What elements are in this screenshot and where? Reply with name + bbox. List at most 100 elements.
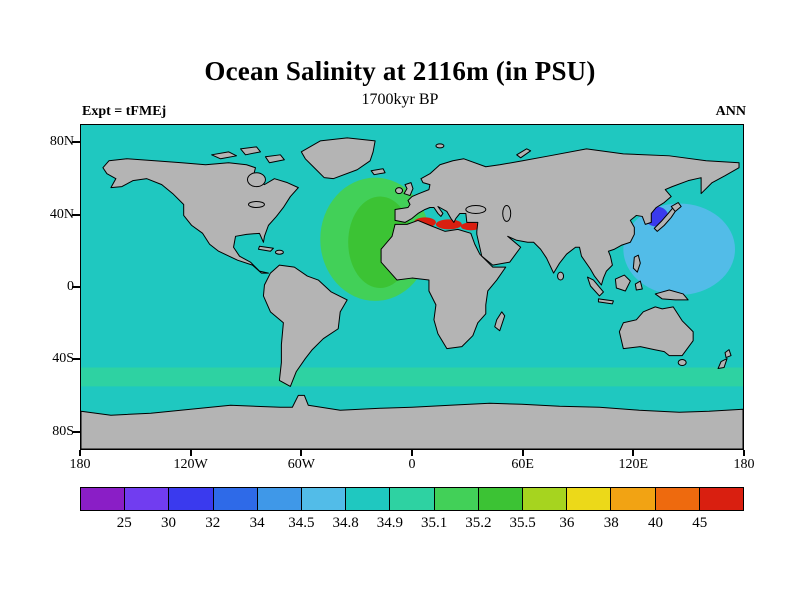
page-title: Ocean Salinity at 2116m (in PSU) xyxy=(204,56,596,86)
x-tick-label: 60E xyxy=(511,457,534,472)
map-plot-area xyxy=(80,124,744,450)
x-tick-mark xyxy=(411,450,413,456)
colorbar-level-label: 36 xyxy=(559,515,575,531)
time-subtitle: 1700kyr BP xyxy=(361,91,439,108)
continents-group xyxy=(81,137,743,449)
colorbar xyxy=(80,487,745,511)
x-tick-mark xyxy=(189,450,192,456)
y-tick-mark xyxy=(72,286,80,288)
x-tick-label: 0 xyxy=(408,457,416,472)
colorbar-cell xyxy=(389,487,435,511)
sea-black-sea xyxy=(465,205,487,214)
island-cuba xyxy=(257,245,274,252)
colorbar-level-label: 34.9 xyxy=(376,515,403,531)
colorbar-cell xyxy=(477,487,524,511)
colorbar-cell xyxy=(256,487,303,511)
colorbar-level-label: 40 xyxy=(647,515,663,531)
island-new-guinea xyxy=(654,289,689,301)
island-britain xyxy=(403,182,414,197)
island-ireland xyxy=(395,187,404,195)
colorbar-cell xyxy=(80,487,126,511)
y-tick-label: 80N xyxy=(49,134,74,150)
x-tick-label: 180 xyxy=(69,457,91,472)
colorbar-cell xyxy=(654,487,700,511)
x-tick-mark xyxy=(632,450,635,456)
island-baffin xyxy=(264,154,285,164)
island-new-zealand-south xyxy=(717,358,728,369)
island-tasmania xyxy=(677,359,687,367)
island-canadian-arctic-2 xyxy=(240,146,261,156)
colorbar-level-label: 32 xyxy=(205,515,221,531)
y-tick-mark xyxy=(72,213,80,216)
island-java xyxy=(597,298,614,305)
island-greenland xyxy=(300,137,376,180)
continent-antarctica xyxy=(81,394,743,449)
colorbar-cell xyxy=(124,487,170,511)
y-tick-label: 40S xyxy=(52,351,74,367)
southern-ocean-band xyxy=(81,367,743,387)
island-new-zealand-north xyxy=(724,349,732,359)
lake-hudson-bay xyxy=(246,172,266,188)
continent-eurasia xyxy=(394,148,740,286)
island-sri-lanka xyxy=(557,271,565,281)
y-tick-mark xyxy=(72,358,80,361)
season-label: ANN xyxy=(715,104,746,119)
world-map-svg xyxy=(81,125,743,449)
lake-great-lakes xyxy=(247,201,265,208)
x-tick-label: 120E xyxy=(618,457,649,472)
continent-africa xyxy=(380,219,507,350)
y-tick-label: 80S xyxy=(52,423,74,439)
island-canadian-arctic-1 xyxy=(211,151,238,160)
island-hokkaido xyxy=(670,202,682,212)
island-novaya-zemlya xyxy=(516,148,532,159)
colorbar-cell xyxy=(212,487,258,511)
colorbar-cell xyxy=(168,487,214,511)
sea-caspian xyxy=(502,205,512,222)
x-tick-label: 180 xyxy=(733,457,755,472)
colorbar-level-label: 30 xyxy=(161,515,177,531)
x-tick-label: 120W xyxy=(173,457,208,472)
island-philippines xyxy=(632,254,641,273)
colorbar-level-label: 45 xyxy=(692,515,708,531)
colorbar-level-label: 35.1 xyxy=(421,515,448,531)
colorbar-cell xyxy=(566,487,612,511)
colorbar-level-label: 34.5 xyxy=(288,515,315,531)
colorbar-level-label: 35.2 xyxy=(465,515,492,531)
lakes-group xyxy=(246,172,512,222)
y-tick-label: 40N xyxy=(49,206,74,222)
island-borneo xyxy=(614,274,631,292)
colorbar-cell xyxy=(301,487,347,511)
colorbar-cell xyxy=(610,487,656,511)
x-tick-mark xyxy=(521,450,524,456)
y-tick-mark xyxy=(72,430,80,433)
nw-pacific-patch xyxy=(623,203,736,295)
island-madagascar xyxy=(494,311,506,332)
colorbar-level-label: 38 xyxy=(603,515,619,531)
continent-australia xyxy=(618,306,694,357)
colorbar-level-label: 34.8 xyxy=(332,515,359,531)
colorbar-level-label: 35.5 xyxy=(509,515,536,531)
island-sumatra xyxy=(586,276,604,297)
experiment-label: Expt = tFMEj xyxy=(82,104,167,119)
island-iceland xyxy=(370,168,386,176)
colorbar-cell xyxy=(522,487,568,511)
x-tick-mark xyxy=(743,450,745,456)
island-svalbard xyxy=(435,143,445,149)
y-tick-label: 0 xyxy=(67,279,74,294)
colorbar-cell xyxy=(698,487,745,511)
y-tick-mark xyxy=(72,141,80,144)
x-tick-mark xyxy=(300,450,303,456)
colorbar-level-label: 34 xyxy=(249,515,265,531)
mediterranean-central-patch xyxy=(435,219,462,230)
colorbar-cell xyxy=(433,487,479,511)
continent-south-america xyxy=(262,264,348,387)
x-tick-mark xyxy=(79,450,81,456)
island-sulawesi xyxy=(634,280,643,291)
island-hispaniola xyxy=(274,249,284,255)
colorbar-cell xyxy=(345,487,391,511)
mediterranean-east-patch xyxy=(460,222,481,231)
colorbar-level-label: 25 xyxy=(116,515,132,531)
x-tick-label: 60W xyxy=(287,457,315,472)
continent-north-america xyxy=(102,158,299,274)
